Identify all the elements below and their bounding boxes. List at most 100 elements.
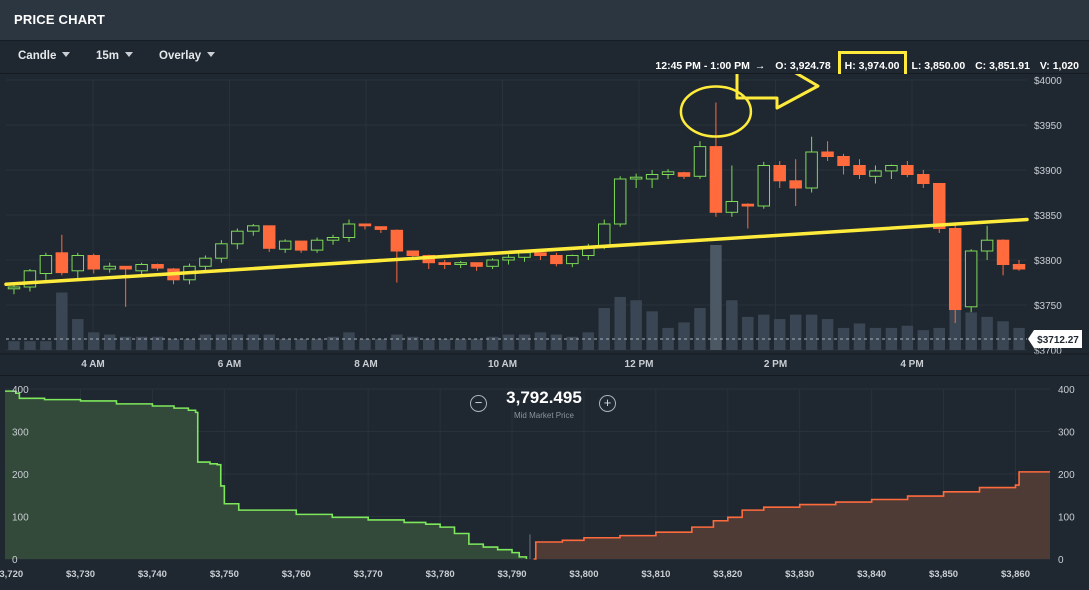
zoom-in-button[interactable]: + [599,395,616,412]
arrow-icon: → [754,60,766,72]
candle-body [645,174,659,180]
candle-body [23,270,37,288]
candle-body [262,225,276,249]
volume-bar [119,336,132,350]
x-tick-label: $3,780 [426,569,455,580]
candle [550,252,563,267]
y-tick-label-left: 0 [12,555,18,566]
volume-bar [72,319,84,350]
candle-body [566,255,579,265]
candle-body [502,256,515,261]
candle-body [119,265,132,270]
candle [358,223,372,230]
volume-bar [805,314,818,350]
candle-body [821,151,834,157]
candle [454,260,467,269]
open-value: O: 3,924.78 [775,60,831,72]
volume-bar [630,300,642,350]
y-tick-label: $4000 [1034,76,1062,87]
candle [326,234,340,245]
volume-bar [167,338,180,350]
candle [103,262,116,273]
candle [725,165,739,217]
candle [677,171,691,179]
chevron-down-icon [207,52,216,57]
zoom-out-button[interactable]: − [470,395,487,412]
candle-body [933,183,946,229]
volume-bar [518,334,531,350]
candle [805,136,818,193]
volume-bar [199,334,212,350]
candle-body [709,146,723,213]
volume-bar [151,336,164,350]
volume-bar [24,341,36,350]
candle-body [374,226,388,230]
volume-bar [885,327,898,350]
volume-bar [343,332,355,350]
candle-body [103,265,116,270]
x-tick-label: $3,740 [138,569,167,580]
candle-body [996,239,1010,265]
candle [71,252,85,278]
candle [566,254,579,268]
volume-bar [470,338,483,350]
candle-body [1012,264,1026,270]
volume-bar [933,327,946,350]
candle-body [597,223,611,247]
candle-body [629,176,643,180]
chevron-down-icon [62,52,71,57]
candle-body [454,262,467,265]
volume-bar [87,332,100,350]
x-tick-label: $3,860 [1001,569,1030,580]
candle-body [885,165,898,172]
y-tick-label: $3950 [1034,121,1062,132]
candle [821,141,834,161]
x-tick-label: $3,730 [66,569,95,580]
x-tick-label: $3,810 [641,569,670,580]
candlestick-chart: $4000 $3950 $3900 $3850 $3800 $3750 $3700 4 AM… [0,74,1089,374]
candle [980,225,994,260]
candle-body [534,252,547,257]
asks-line [533,471,1050,560]
candle-body [294,240,308,251]
candle [885,164,898,179]
y-tick-label: $3750 [1034,301,1062,312]
volume-bar [965,312,977,350]
volume-bar [279,338,291,350]
volume-bar [742,316,754,350]
volume-bar [8,341,20,350]
chevron-down-icon [125,52,134,57]
candle [693,141,707,179]
candle-body [199,257,212,267]
candle-body [326,237,340,241]
candle-body [789,180,802,189]
x-tick-label: $3,720 [0,569,23,580]
volume-bar [678,322,690,350]
interval-dropdown[interactable]: 15m [96,50,134,62]
volume-bar [550,334,563,350]
candle [374,226,388,233]
candle [470,262,483,271]
y-tick-label: $3800 [1034,256,1062,267]
candle [996,239,1010,276]
y-tick-label-left: 200 [12,470,29,481]
chart-toolbar: Candle 15m Overlay 12:45 PM - 1:00 PM → … [0,41,1089,81]
y-tick-label: $3850 [1034,211,1062,222]
candle-body [677,172,691,177]
y-tick-label-right: 200 [1058,470,1075,481]
candle-body [470,262,483,267]
x-tick-label: $3,840 [857,569,886,580]
candle [869,165,882,184]
candle-body [869,170,882,177]
chart-type-dropdown[interactable]: Candle [18,50,71,62]
bids-line [5,390,528,559]
overlay-dropdown[interactable]: Overlay [159,50,216,62]
candle-body [550,255,563,265]
candle-body [613,178,627,225]
mid-market-panel: − 3,792.495 Mid Market Price + [470,388,620,428]
x-tick-label: $3,790 [498,569,527,580]
candle [502,254,515,265]
candle [231,228,244,250]
volume-bar [423,338,435,350]
candle [438,260,451,269]
